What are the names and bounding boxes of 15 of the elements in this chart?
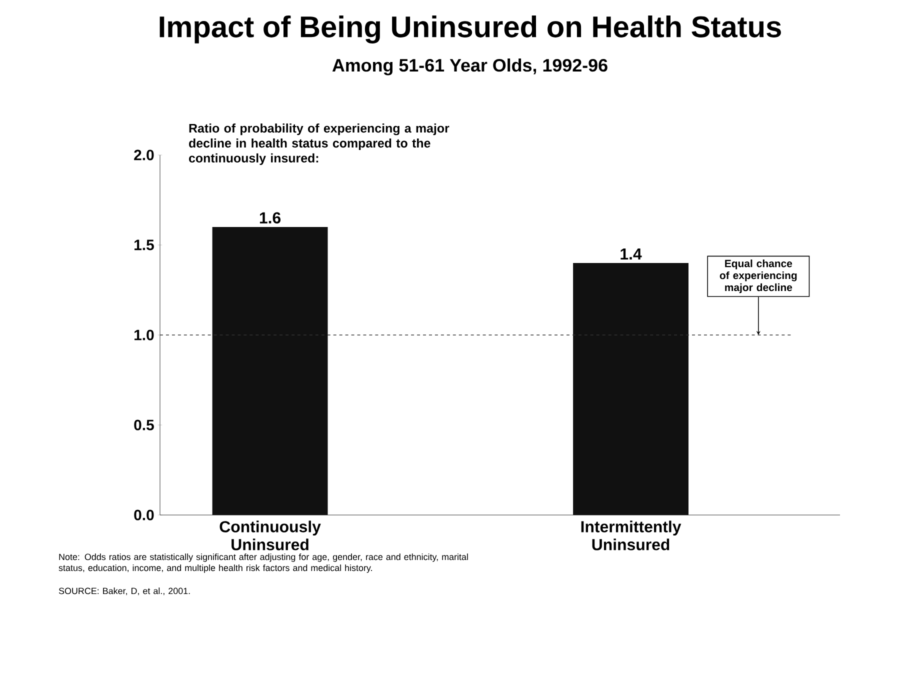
text: Note: Odds ratios are statistically significant after adjusting for age, gender, race and ethnicity, marital status, education, income, and multiple health risk factors and medical history. — [58, 554, 468, 573]
chart-title: Impact of Being Uninsured on Health Status — [160, 16, 781, 44]
x-tick-label: Continuously Uninsured — [220, 520, 321, 550]
y-axis-title: Ratio of probability of experiencing a major decline in health status compared to the continuously insured: — [189, 124, 450, 166]
chart-subtitle: Among 51-61 Year Olds, 1992-96 — [332, 58, 608, 76]
data-label: 1.4 — [620, 248, 642, 260]
y-tick-label: 1.5 — [134, 240, 154, 250]
data-label: 1.6 — [260, 212, 281, 224]
y-tick-label: 1.0 — [134, 330, 154, 340]
x-tick-label: Intermittently Uninsured — [581, 520, 682, 550]
ref-line-label: Equal chance of experiencing major decline — [720, 260, 797, 294]
y-tick-label: 2.0 — [134, 150, 154, 160]
y-tick-label: 0.0 — [134, 510, 154, 520]
source-note: SOURCE: Baker, D, et al., 2001. — [58, 588, 190, 596]
y-tick-label: 0.5 — [134, 420, 154, 430]
